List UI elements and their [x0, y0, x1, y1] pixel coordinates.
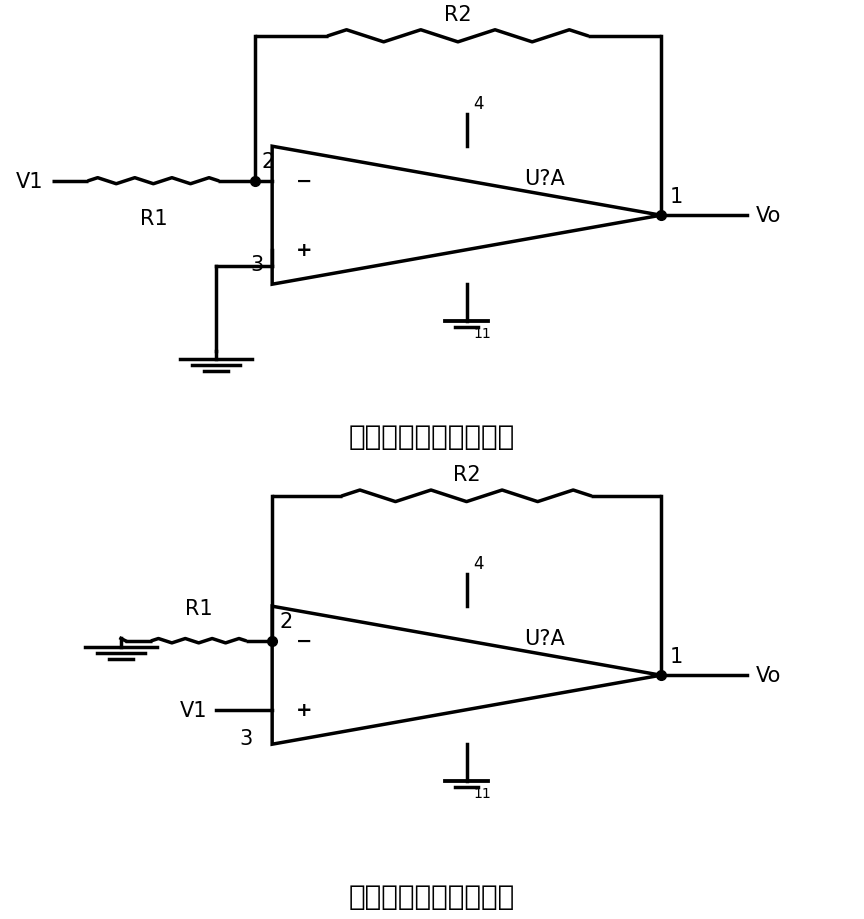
Text: U?A: U?A — [524, 629, 565, 649]
Text: 4: 4 — [473, 554, 484, 572]
Text: 2: 2 — [279, 612, 292, 632]
Text: U?A: U?A — [524, 169, 565, 189]
Text: 运算放大器－同相输入: 运算放大器－同相输入 — [349, 882, 515, 910]
Text: 11: 11 — [473, 786, 492, 800]
Text: 3: 3 — [251, 255, 264, 275]
Text: 4: 4 — [473, 95, 484, 112]
Text: 2: 2 — [262, 153, 275, 173]
Text: Vo: Vo — [756, 206, 781, 226]
Text: +: + — [295, 700, 312, 720]
Text: R2: R2 — [444, 6, 472, 25]
Text: V1: V1 — [180, 700, 207, 720]
Text: −: − — [295, 172, 312, 191]
Text: +: + — [295, 241, 312, 260]
Text: V1: V1 — [16, 172, 43, 191]
Text: R2: R2 — [453, 465, 480, 484]
Text: 1: 1 — [670, 646, 683, 666]
Text: 3: 3 — [239, 728, 253, 748]
Text: 1: 1 — [670, 187, 683, 207]
Text: 运算放大器－反相输入: 运算放大器－反相输入 — [349, 423, 515, 450]
Text: R1: R1 — [140, 210, 167, 229]
Text: R1: R1 — [185, 598, 213, 618]
Text: −: − — [295, 631, 312, 651]
Text: 11: 11 — [473, 326, 492, 340]
Text: Vo: Vo — [756, 665, 781, 686]
